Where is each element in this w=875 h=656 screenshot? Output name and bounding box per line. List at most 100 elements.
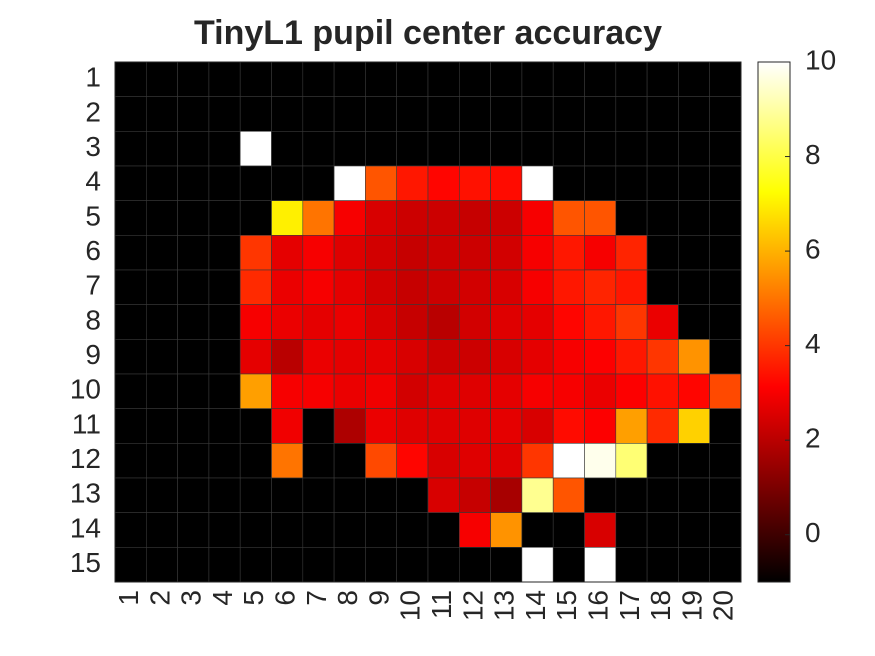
colorbar-tick-label: 2 bbox=[805, 423, 821, 454]
heatmap-cell bbox=[678, 408, 711, 444]
heatmap-cell bbox=[552, 61, 585, 97]
heatmap-cell bbox=[271, 235, 304, 271]
heatmap-cell bbox=[615, 165, 648, 201]
heatmap-cell bbox=[302, 512, 335, 548]
heatmap-cell bbox=[302, 96, 335, 132]
heatmap-cell bbox=[427, 304, 460, 340]
heatmap-cell bbox=[490, 547, 523, 583]
heatmap-cell bbox=[114, 165, 147, 201]
heatmap-cell bbox=[271, 339, 304, 375]
heatmap-cell bbox=[458, 200, 491, 236]
heatmap-cell bbox=[333, 373, 366, 409]
heatmap-cell bbox=[490, 443, 523, 479]
heatmap-cell bbox=[146, 165, 178, 201]
heatmap-cell bbox=[396, 61, 429, 97]
x-tick-label: 7 bbox=[301, 590, 332, 606]
heatmap-cell bbox=[146, 373, 178, 409]
heatmap-cell bbox=[239, 547, 272, 583]
heatmap-cell bbox=[584, 131, 617, 167]
heatmap-cell bbox=[302, 269, 335, 305]
x-tick-label: 11 bbox=[426, 590, 457, 619]
y-tick-label: 5 bbox=[85, 200, 101, 231]
x-tick-label: 13 bbox=[489, 590, 520, 621]
heatmap-cell bbox=[678, 373, 711, 409]
x-tick-label: 8 bbox=[332, 590, 363, 606]
heatmap-cell bbox=[271, 165, 304, 201]
heatmap-cell bbox=[521, 304, 554, 340]
heatmap-cell bbox=[615, 96, 648, 132]
y-tick-label: 1 bbox=[85, 62, 101, 93]
heatmap-cell bbox=[271, 547, 304, 583]
heatmap-cell bbox=[365, 131, 397, 167]
heatmap-cell bbox=[365, 235, 397, 271]
heatmap-cell bbox=[302, 373, 335, 409]
heatmap-cell bbox=[271, 408, 304, 444]
heatmap-cell bbox=[271, 96, 304, 132]
y-tick-label: 12 bbox=[70, 443, 101, 474]
heatmap-cell bbox=[678, 443, 711, 479]
heatmap-cell bbox=[427, 373, 460, 409]
heatmap-cell bbox=[646, 96, 679, 132]
heatmap-cell bbox=[678, 131, 711, 167]
heatmap-cell bbox=[646, 200, 679, 236]
heatmap-cell bbox=[678, 269, 711, 305]
heatmap-cell bbox=[709, 547, 742, 583]
x-tick-label: 16 bbox=[583, 590, 614, 621]
heatmap-cell bbox=[208, 200, 241, 236]
heatmap-cell bbox=[552, 200, 585, 236]
heatmap-cell bbox=[333, 235, 366, 271]
heatmap-cell bbox=[396, 96, 429, 132]
heatmap-cell bbox=[646, 373, 679, 409]
heatmap-cell bbox=[146, 131, 178, 167]
heatmap-cell bbox=[114, 547, 147, 583]
heatmap-cell bbox=[646, 443, 679, 479]
heatmap-cell bbox=[646, 165, 679, 201]
heatmap-cell bbox=[552, 131, 585, 167]
heatmap-cell bbox=[146, 235, 178, 271]
heatmap-cell bbox=[333, 96, 366, 132]
heatmap-cell bbox=[709, 373, 742, 409]
heatmap-cell bbox=[646, 269, 679, 305]
y-tick-label: 11 bbox=[72, 408, 101, 439]
heatmap-cell bbox=[271, 373, 304, 409]
heatmap-cell bbox=[177, 235, 210, 271]
heatmap-cell bbox=[615, 200, 648, 236]
heatmap-cell bbox=[615, 547, 648, 583]
heatmap-cell bbox=[521, 477, 554, 513]
heatmap-cell bbox=[177, 512, 210, 548]
heatmap-cell bbox=[490, 61, 523, 97]
heatmap-cell bbox=[239, 373, 272, 409]
heatmap-cell bbox=[239, 512, 272, 548]
heatmap-cell bbox=[709, 512, 742, 548]
heatmap-cell bbox=[239, 408, 272, 444]
heatmap-cell bbox=[678, 477, 711, 513]
heatmap-cell bbox=[521, 443, 554, 479]
heatmap-cell bbox=[114, 477, 147, 513]
heatmap-cell bbox=[239, 477, 272, 513]
heatmap-cell bbox=[365, 61, 397, 97]
heatmap-cell bbox=[177, 339, 210, 375]
heatmap-cell bbox=[333, 165, 366, 201]
heatmap-cell bbox=[396, 512, 429, 548]
heatmap-cell bbox=[239, 200, 272, 236]
heatmap-cell bbox=[584, 96, 617, 132]
heatmap-cell bbox=[365, 269, 397, 305]
heatmap-cell bbox=[302, 165, 335, 201]
y-tick-label: 4 bbox=[85, 166, 101, 197]
heatmap-cell bbox=[458, 373, 491, 409]
heatmap-cell bbox=[365, 200, 397, 236]
heatmap-cell bbox=[177, 443, 210, 479]
heatmap-cell bbox=[552, 165, 585, 201]
heatmap-cell bbox=[333, 547, 366, 583]
heatmap-cell bbox=[678, 96, 711, 132]
heatmap-cell bbox=[521, 269, 554, 305]
heatmap-cell bbox=[239, 339, 272, 375]
heatmap-cell bbox=[177, 373, 210, 409]
heatmap-cell bbox=[490, 512, 523, 548]
heatmap-cell bbox=[146, 477, 178, 513]
heatmap-cell bbox=[584, 269, 617, 305]
heatmap-cell bbox=[427, 477, 460, 513]
heatmap-cell bbox=[427, 339, 460, 375]
heatmap-cell bbox=[584, 408, 617, 444]
heatmap-cell bbox=[678, 512, 711, 548]
